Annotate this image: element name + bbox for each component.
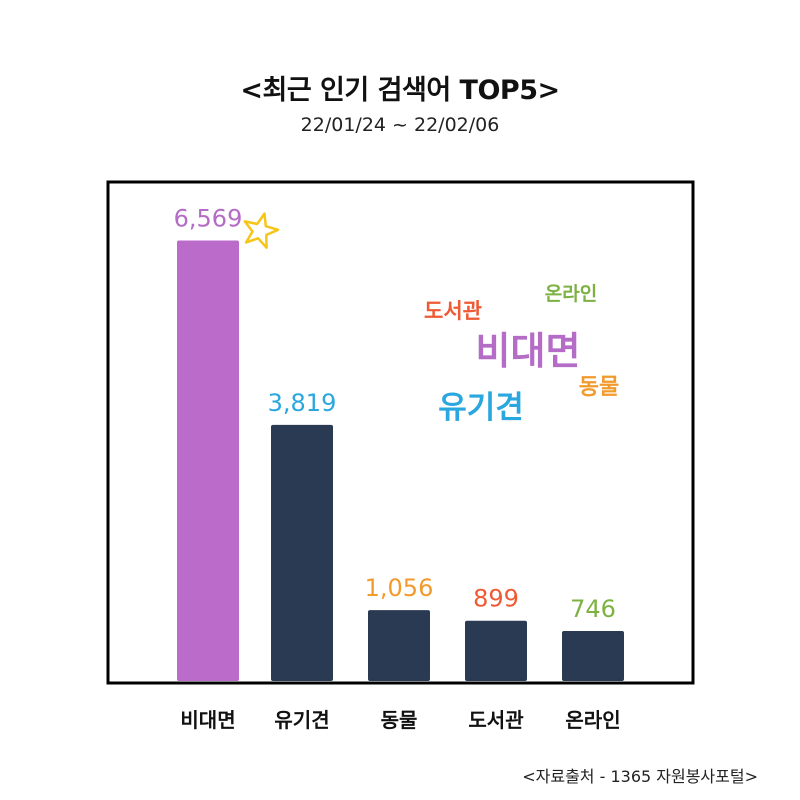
chart-title: <최근 인기 검색어 TOP5> [240, 75, 560, 106]
word-cloud-item: 온라인 [545, 283, 597, 305]
category-label: 도서관 [468, 708, 524, 732]
value-label: 3,819 [268, 389, 337, 417]
bar-3 [368, 610, 430, 681]
plot-frame [106, 180, 695, 685]
value-label: 746 [570, 595, 616, 623]
bar-2 [271, 424, 333, 681]
bar-1 [177, 240, 239, 681]
value-label: 6,569 [174, 204, 243, 232]
chart-subtitle: 22/01/24 ~ 22/02/06 [300, 114, 500, 136]
source-note: <자료출처 - 1365 자원봉사포털> [522, 767, 758, 786]
word-cloud-item: 도서관 [424, 299, 482, 323]
word-cloud-item: 유기견 [438, 390, 524, 426]
bar-4 [465, 620, 527, 681]
word-cloud-item: 비대면 [476, 329, 581, 373]
bar-5 [562, 630, 624, 681]
star-icon [243, 212, 280, 249]
category-label: 동물 [381, 708, 418, 732]
word-cloud-item: 동물 [579, 375, 619, 400]
value-label: 899 [473, 585, 519, 613]
value-label: 1,056 [365, 574, 434, 602]
category-label: 유기견 [274, 708, 329, 732]
category-label: 온라인 [565, 708, 620, 732]
category-label: 비대면 [180, 708, 235, 732]
